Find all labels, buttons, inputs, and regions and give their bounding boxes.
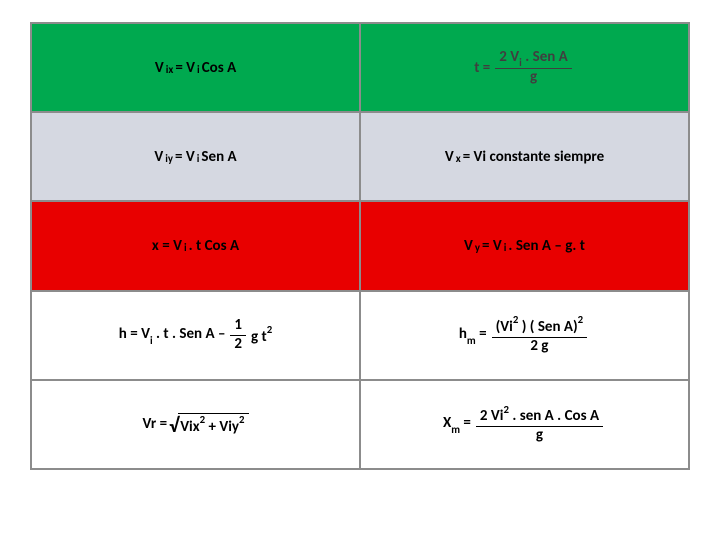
radicand: Vix2 + Viy2: [178, 413, 248, 436]
formula-vy: Vy = Vi . Sen A – g. t: [464, 237, 585, 255]
numerator: 2 Vi . Sen A: [495, 50, 572, 69]
cell-r5c1: Vr = √ Vix2 + Viy2: [31, 380, 360, 469]
formula-hm: hm = (Vi2 ) ( Sen A)2 2 g: [459, 316, 590, 355]
cell-r4c2: hm = (Vi2 ) ( Sen A)2 2 g: [360, 291, 689, 380]
radical-sign: √: [169, 418, 179, 434]
formula-time: t = 2 Vi . Sen A g: [474, 50, 575, 86]
formula-vr: Vr = √ Vix2 + Viy2: [142, 413, 248, 436]
cell-r5c2: Xm = 2 Vi2 . sen A . Cos A g: [360, 380, 689, 469]
lhs: Xm =: [443, 414, 471, 434]
lhs: t =: [474, 59, 490, 77]
denominator: g: [526, 69, 541, 86]
formula-viy: Viy = Vi Sen A: [154, 148, 236, 166]
numerator: 1: [230, 318, 246, 336]
cell-r1c1: Vix = Vi Cos A: [31, 23, 360, 112]
lhs: h = Vi . t . Sen A –: [119, 325, 226, 345]
cell-r2c1: Viy = Vi Sen A: [31, 112, 360, 201]
formula-h: h = Vi . t . Sen A – 1 2 g t2: [119, 318, 272, 353]
cell-r3c1: x = Vi . t Cos A: [31, 201, 360, 290]
denominator: g: [532, 427, 547, 444]
formula-xm: Xm = 2 Vi2 . sen A . Cos A g: [443, 405, 606, 444]
lhs: hm =: [459, 325, 487, 345]
numerator: 2 Vi2 . sen A . Cos A: [476, 405, 603, 427]
lhs: Vr =: [142, 415, 167, 433]
rhs: g t2: [251, 325, 272, 346]
denominator: 2: [230, 336, 246, 353]
sqrt: √ Vix2 + Viy2: [169, 413, 248, 436]
denominator: 2 g: [526, 338, 552, 355]
formula-vix: Vix = Vi Cos A: [155, 59, 236, 77]
cell-r2c2: Vx = Vi constante siempre: [360, 112, 689, 201]
cell-r3c2: Vy = Vi . Sen A – g. t: [360, 201, 689, 290]
fraction: (Vi2 ) ( Sen A)2 2 g: [492, 316, 588, 355]
cell-r4c1: h = Vi . t . Sen A – 1 2 g t2: [31, 291, 360, 380]
formula-x: x = Vi . t Cos A: [152, 237, 239, 255]
cell-r1c2: t = 2 Vi . Sen A g: [360, 23, 689, 112]
fraction: 2 Vi2 . sen A . Cos A g: [476, 405, 603, 444]
formula-table: Vix = Vi Cos A t = 2 Vi . Sen A g Viy = …: [30, 22, 690, 470]
fraction: 2 Vi . Sen A g: [495, 50, 572, 86]
numerator: (Vi2 ) ( Sen A)2: [492, 316, 588, 338]
fraction-half: 1 2: [230, 318, 246, 353]
formula-vx-const: Vx = Vi constante siempre: [445, 148, 604, 166]
